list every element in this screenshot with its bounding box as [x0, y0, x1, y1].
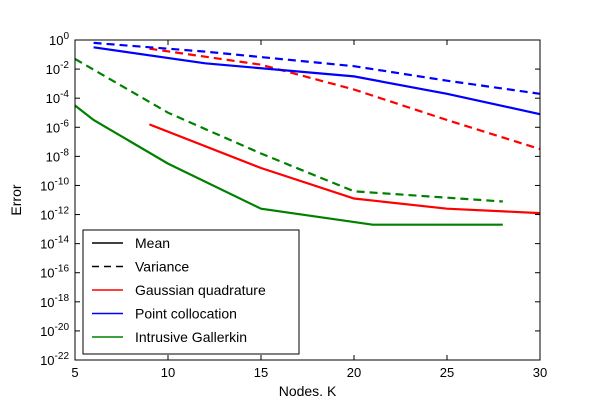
legend-label: Mean [135, 235, 170, 251]
legend-label: Point collocation [135, 306, 237, 322]
series-line-gaussian-quadrature-mean [148, 123, 541, 215]
y-axis: 100 10-2 10-4 10-6 10-8 10-10 10-12 10-14 10-16 1… [40, 31, 540, 368]
x-tick-label: 25 [440, 365, 454, 380]
y-tick-label: 10-10 [40, 176, 69, 193]
y-tick-label: 10-20 [40, 322, 69, 339]
legend: Mean Variance Gaussian quadrature Point col… [82, 229, 300, 355]
series-line-gaussian-quadrature-variance [149, 47, 541, 151]
y-tick-label: 10-4 [46, 89, 70, 106]
y-tick-label: 10-18 [40, 293, 69, 310]
legend-label: Gaussian quadrature [135, 282, 266, 298]
legend-label: Intrusive Gallerkin [135, 329, 247, 345]
y-axis-label: Error [8, 184, 24, 215]
plot-frame [74, 39, 541, 361]
series-line-intrusive-gallerkin-variance [74, 57, 503, 203]
y-tick-label: 10-8 [46, 147, 70, 164]
y-tick-label: 10-2 [46, 60, 70, 77]
series-layer [74, 41, 541, 226]
legend-box [82, 229, 300, 355]
x-axis: 5 10 15 20 25 30 [71, 40, 547, 380]
y-tick-label: 10-22 [40, 351, 69, 368]
x-tick-label: 10 [161, 365, 175, 380]
series-line-point-collocation-variance [93, 41, 541, 95]
x-tick-label: 30 [533, 365, 547, 380]
legend-label: Variance [135, 259, 189, 275]
y-tick-label: 10-12 [40, 206, 69, 223]
x-tick-label: 20 [347, 365, 361, 380]
x-tick-label: 5 [71, 365, 78, 380]
series-line-point-collocation-mean [93, 46, 541, 116]
y-tick-label: 10-16 [40, 264, 69, 281]
y-tick-label: 10-6 [46, 118, 70, 135]
y-tick-label: 100 [49, 31, 69, 48]
series-line-intrusive-gallerkin-mean [74, 104, 503, 226]
x-axis-label: Nodes. K [279, 383, 337, 399]
x-tick-label: 15 [254, 365, 268, 380]
y-tick-label: 10-14 [40, 235, 69, 252]
